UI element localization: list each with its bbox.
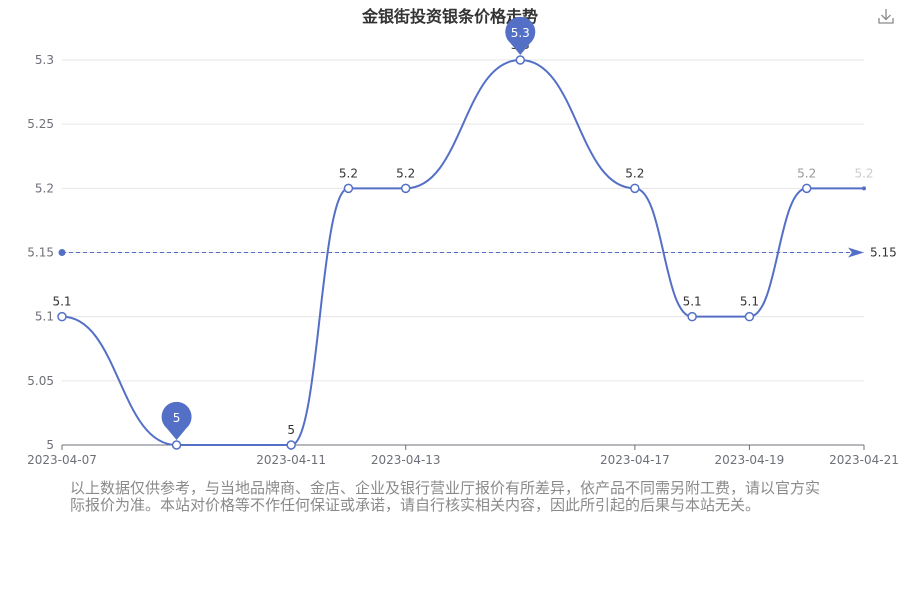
data-point — [630, 183, 640, 194]
chart-title: 金银街投资银条价格走势 — [361, 7, 538, 26]
data-point — [744, 311, 755, 322]
data-point — [57, 311, 67, 322]
data-label: 5.2 — [797, 166, 816, 180]
data-point — [862, 186, 866, 191]
y-tick-label: 5.15 — [27, 246, 54, 260]
data-point — [515, 55, 526, 65]
disclaimer-text: 以上数据仅供参考，与当地品牌商、金店、企业及银行营业厅报价有所差异，依产品不同需… — [70, 479, 821, 514]
data-label: 5.1 — [740, 295, 759, 309]
x-tick-label: 2023-04-21 — [829, 453, 899, 467]
min-mark-pin — [161, 401, 192, 440]
data-label: 5.1 — [52, 295, 71, 309]
x-tick-label: 2023-04-13 — [371, 453, 441, 467]
min-mark-label: 5 — [173, 411, 181, 425]
data-label: 5.1 — [683, 295, 702, 309]
data-point — [801, 183, 812, 194]
y-tick-label: 5.05 — [27, 374, 54, 388]
data-label: 5.2 — [854, 166, 873, 180]
data-point — [286, 440, 296, 450]
y-tick-label: 5.2 — [35, 181, 54, 195]
data-label: 5.2 — [625, 166, 644, 180]
data-label: 5.2 — [339, 166, 358, 180]
download-icon[interactable] — [876, 6, 896, 26]
mark-line-arrow — [848, 247, 864, 258]
x-tick-label: 2023-04-19 — [715, 453, 785, 467]
mark-line-label: 5.15 — [870, 246, 897, 260]
y-tick-label: 5.25 — [27, 117, 54, 131]
x-tick-label: 2023-04-07 — [27, 453, 97, 467]
data-label: 5 — [287, 423, 295, 437]
y-tick-label: 5.3 — [35, 53, 54, 67]
data-point — [171, 440, 182, 450]
max-mark-pin — [505, 16, 536, 55]
data-point — [400, 183, 411, 194]
x-tick-label: 2023-04-17 — [600, 453, 670, 467]
y-tick-label: 5.1 — [35, 310, 54, 324]
max-mark-label: 5.3 — [511, 26, 530, 40]
x-tick-label: 2023-04-11 — [256, 453, 326, 467]
data-point — [687, 311, 697, 322]
data-label: 5.2 — [396, 166, 415, 180]
y-tick-label: 5 — [46, 438, 54, 452]
data-point — [343, 183, 354, 194]
